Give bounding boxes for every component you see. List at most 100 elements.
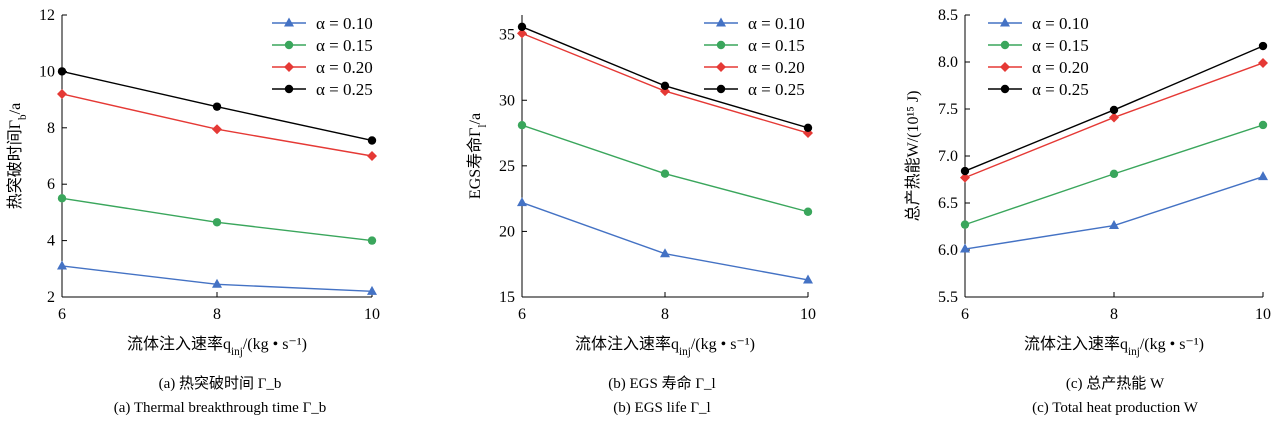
data-point <box>212 278 222 288</box>
series-0 <box>517 197 813 284</box>
y-tick-label: 20 <box>499 223 515 240</box>
y-tick-label: 30 <box>499 92 515 109</box>
x-tick-label: 8 <box>1110 306 1118 323</box>
legend-label: α = 0.15 <box>748 36 805 55</box>
x-tick-label: 6 <box>961 306 969 323</box>
data-point <box>1258 41 1268 51</box>
series-1 <box>960 120 1268 229</box>
data-point <box>1109 105 1119 115</box>
data-point <box>367 236 377 245</box>
legend-label: α = 0.15 <box>1032 36 1089 55</box>
legend-marker <box>1000 17 1010 27</box>
data-point <box>517 28 527 39</box>
legend-marker <box>284 17 294 27</box>
legend: α = 0.10 α = 0.15 α = 0.20 α = 0.25 <box>988 14 1089 99</box>
series-3 <box>517 22 813 132</box>
data-point <box>803 207 813 216</box>
data-point <box>212 102 222 111</box>
data-point <box>367 151 377 161</box>
series-line <box>521 201 809 281</box>
legend-label: α = 0.25 <box>316 80 373 99</box>
series-1 <box>57 194 377 245</box>
data-point <box>1258 57 1268 68</box>
y-tick-label: 8.5 <box>938 7 958 24</box>
x-axis-label: 流体注入速率qinj/(kg • s⁻¹) <box>1024 335 1204 358</box>
caption-cn-b: (b) EGS 寿命 Γ_l <box>608 376 716 392</box>
data-point <box>57 67 67 76</box>
x-tick-label: 10 <box>800 306 816 323</box>
x-tick-label: 8 <box>213 306 221 323</box>
legend-label: α = 0.25 <box>748 80 805 99</box>
data-point <box>57 194 67 203</box>
legend-label: α = 0.25 <box>1032 80 1089 99</box>
data-point <box>960 220 970 229</box>
x-tick-label: 10 <box>1255 306 1271 323</box>
series-0 <box>960 171 1268 253</box>
chart-0: 6 8 10 2 4 6 8 10 12 流体注入速率qinj/(kg • s⁻¹) 热突破时间Γb… <box>6 7 380 358</box>
legend-marker <box>716 40 726 50</box>
legend-marker <box>284 62 294 72</box>
y-tick-label: 6.5 <box>938 195 958 212</box>
data-point <box>367 285 377 295</box>
y-tick-label: 10 <box>39 63 55 80</box>
y-axis-label: EGS寿命Γl/a <box>466 113 489 199</box>
data-point <box>660 81 670 91</box>
caption-en-a: (a) Thermal breakthrough time Γ_b <box>113 400 327 416</box>
x-tick-label: 8 <box>661 306 669 323</box>
series-1 <box>517 120 813 216</box>
series-0 <box>57 260 377 295</box>
series-2 <box>960 57 1268 183</box>
x-axis-label: 流体注入速率qinj/(kg • s⁻¹) <box>575 335 755 358</box>
y-axis-label: 总产热能W/(10¹⁵ J) <box>904 91 922 222</box>
legend-marker <box>716 17 726 27</box>
legend: α = 0.10 α = 0.15 α = 0.20 α = 0.25 <box>272 14 373 99</box>
data-point <box>1109 112 1119 123</box>
data-point <box>803 274 813 284</box>
y-tick-label: 35 <box>499 27 515 44</box>
y-axis-label: 热突破时间Γb/a <box>6 103 29 209</box>
y-tick-label: 15 <box>499 289 515 306</box>
legend-label: α = 0.15 <box>316 36 373 55</box>
y-tick-label: 2 <box>47 289 55 306</box>
series-line <box>521 124 809 213</box>
legend-marker <box>1000 40 1010 50</box>
legend-label: α = 0.10 <box>748 14 805 33</box>
data-point <box>1109 220 1119 230</box>
caption-cn-c: (c) 总产热能 W <box>1065 376 1165 392</box>
y-tick-label: 7.5 <box>938 101 958 118</box>
legend-marker <box>1000 62 1010 72</box>
legend-label: α = 0.20 <box>748 58 805 77</box>
data-point <box>660 248 670 258</box>
data-point <box>517 22 527 32</box>
data-point <box>212 218 222 227</box>
legend-marker <box>284 84 294 94</box>
data-point <box>960 243 970 253</box>
data-point <box>212 124 222 135</box>
caption-en-c: (c) Total heat production W <box>1032 400 1198 416</box>
series-3 <box>960 41 1268 176</box>
legend-marker <box>716 84 726 94</box>
y-tick-label: 25 <box>499 158 515 175</box>
y-tick-label: 12 <box>39 7 55 24</box>
data-point <box>1258 120 1268 130</box>
chart-2: 6 8 10 5.5 6.0 6.5 7.0 7.5 8.0 8.5 流体注入速率qinj/(kg … <box>904 7 1271 358</box>
data-point <box>1109 169 1119 179</box>
y-tick-label: 6 <box>47 176 55 193</box>
legend-label: α = 0.20 <box>1032 58 1089 77</box>
series-2 <box>57 88 377 161</box>
x-tick-label: 6 <box>58 306 66 323</box>
legend-marker <box>1000 84 1010 94</box>
legend-label: α = 0.10 <box>1032 14 1089 33</box>
data-point <box>960 166 970 176</box>
data-point <box>517 197 527 207</box>
x-tick-label: 6 <box>518 306 526 323</box>
series-line <box>964 176 1264 250</box>
data-point <box>367 136 377 145</box>
data-point <box>660 169 670 178</box>
series-3 <box>57 67 377 145</box>
caption-cn-a: (a) 热突破时间 Γ_b <box>158 376 282 392</box>
y-tick-label: 4 <box>47 233 55 250</box>
legend-label: α = 0.20 <box>316 58 373 77</box>
legend-label: α = 0.10 <box>316 14 373 33</box>
